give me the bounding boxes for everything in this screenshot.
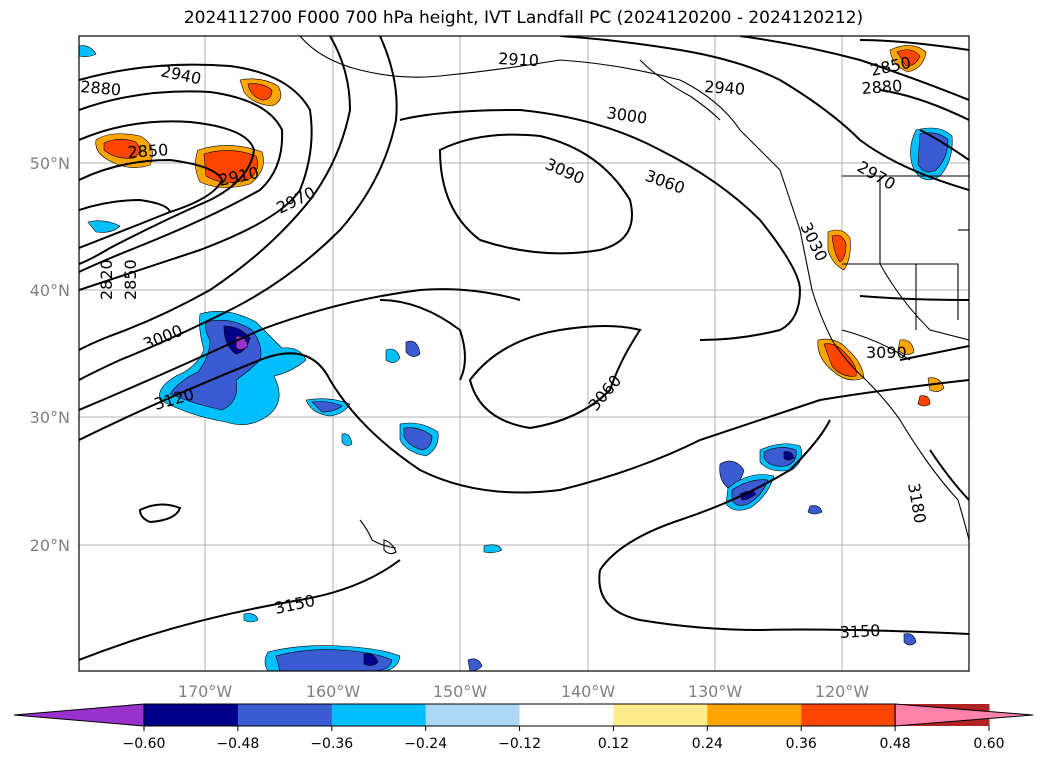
colorbar-tick-label: 0.36 [786,736,817,752]
ivt-negative-shading [79,45,953,671]
colorbar-segment [801,704,896,726]
lon-label: 120°W [815,682,870,701]
longitude-labels: 170°W 160°W 150°W 140°W 130°W 120°W [178,682,870,701]
colorbar-segment [425,704,521,726]
lon-label: 130°W [688,682,743,701]
lon-label: 160°W [306,682,361,701]
map-border [78,35,970,672]
lat-label: 20°N [30,536,70,555]
colorbar-tick-label: −0.36 [310,736,353,752]
contour-label: 2940 [704,77,746,99]
colorbar: −0.60 −0.48 −0.36 −0.24 −0.12 0.12 0.24 0.36 0.4… [13,703,1034,752]
colorbar-tick-label: −0.48 [216,736,259,752]
contour-label: 3090 [866,343,907,362]
map-title: 2024112700 F000 700 hPa height, IVT Land… [183,8,864,28]
colorbar-tick-label: −0.12 [498,736,541,752]
lon-label: 150°W [433,682,488,701]
lat-label: 30°N [30,408,70,427]
coastlines [299,36,969,555]
colorbar-segment [237,704,333,726]
colorbar-tick-label: 0.12 [598,736,629,752]
colorbar-tick-label: 0.24 [692,736,723,752]
contour-labels: 2880 2940 2910 2940 3000 2850 2880 2850 … [80,49,930,642]
contour-label: 2850 [121,259,140,300]
colorbar-tick-label: 0.48 [880,736,911,752]
colorbar-extend-min [13,703,145,727]
colorbar-tick-label: 0.60 [973,736,1004,752]
lat-label: 40°N [30,281,70,300]
colorbar-tick-label: −0.24 [404,736,447,752]
contour-label: 2910 [498,49,540,70]
contour-label: 3150 [839,621,881,642]
contour-label: 2880 [861,76,903,98]
contour-label: 2880 [80,77,122,99]
colorbar-segment [331,704,427,726]
lon-label: 140°W [561,682,616,701]
colorbar-segment [144,704,239,726]
contour-label: 2850 [127,140,169,162]
colorbar-segment [613,704,708,726]
colorbar-segment [707,704,802,726]
contour-label: 2820 [97,259,116,300]
colorbar-segment [519,704,614,726]
lat-label: 50°N [30,154,70,173]
lon-label: 170°W [178,682,233,701]
height-contours [79,36,969,661]
colorbar-tick-label: −0.60 [123,736,166,752]
latitude-labels: 50°N 40°N 30°N 20°N [30,154,70,555]
